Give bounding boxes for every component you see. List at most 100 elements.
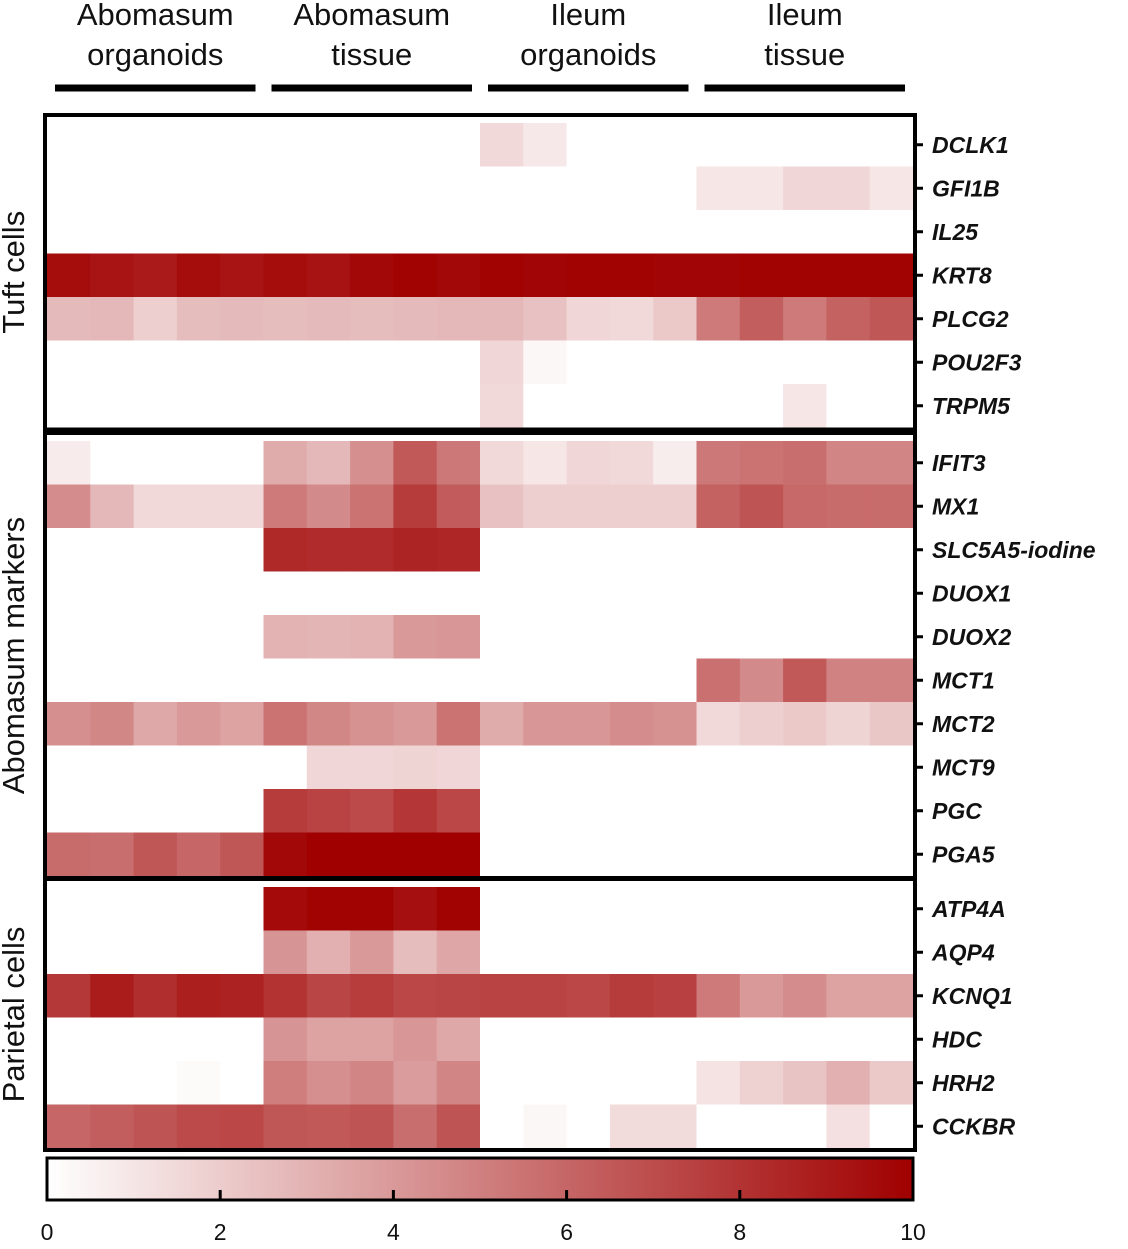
heatmap-cell [739,210,784,254]
heatmap-cell [47,789,91,833]
heatmap-cell [869,745,914,790]
heatmap-cell [739,1017,784,1062]
heatmap-cell [306,297,351,341]
heatmap-cell [739,930,784,975]
heatmap-cell [523,832,567,877]
heatmap-cell [393,615,438,659]
heatmap-cell [220,528,264,572]
heatmap-cell [90,789,134,833]
heatmap-cell [783,615,827,659]
group-header-label: organoids [87,37,223,72]
heatmap-cell [436,974,481,1018]
heatmap-cell [350,1017,394,1062]
heatmap-cell [176,210,221,254]
heatmap-cell [826,658,871,703]
heatmap-cell [436,210,481,254]
heatmap-cell [263,745,308,790]
heatmap-cell [653,571,697,616]
heatmap-cell [350,340,394,385]
gene-label: ATP4A [931,896,1006,922]
heatmap-cell [783,832,827,877]
heatmap-cell [783,123,827,167]
heatmap-cell [176,615,221,659]
heatmap-cell [653,1017,697,1062]
heatmap-cell [653,832,697,877]
heatmap-cell [609,832,654,877]
heatmap-cell [176,832,221,877]
heatmap-cell [90,745,134,790]
heatmap-cell [263,384,308,428]
heatmap-cell [220,745,264,790]
heatmap-cell [436,571,481,616]
heatmap-cell [696,384,741,428]
heatmap-cell [306,384,351,428]
heatmap-cell [826,484,871,529]
heatmap-cell [869,484,914,529]
heatmap-cell [263,615,308,659]
heatmap-cell [523,484,567,529]
heatmap-cell [826,789,871,833]
heatmap-cell [783,974,827,1018]
heatmap-cell [133,789,178,833]
heatmap-cell [566,1104,611,1149]
heatmap-cell [609,340,654,385]
heatmap-cell [133,484,178,529]
heatmap-cell [436,1061,481,1105]
heatmap-cell [783,789,827,833]
heatmap-cell [220,887,264,931]
heatmap-cell [566,702,611,746]
heatmap-cell [480,297,524,341]
colorbar-tick-label: 8 [733,1219,746,1245]
heatmap-cell [393,658,438,703]
heatmap-cell [90,123,134,167]
heatmap-cell [869,789,914,833]
heatmap-cell [350,615,394,659]
heatmap-cell [263,441,308,485]
heatmap-cell [176,1104,221,1149]
heatmap-cell [869,571,914,616]
heatmap-cell [869,930,914,975]
heatmap-cell [176,930,221,975]
heatmap-cell [263,974,308,1018]
heatmap-cell [739,702,784,746]
heatmap-cell [783,484,827,529]
heatmap-cell [176,571,221,616]
heatmap-cell [783,930,827,975]
heatmap-cell [350,702,394,746]
heatmap-cell [566,930,611,975]
heatmap-cell [306,528,351,572]
heatmap-cell [47,297,91,341]
heatmap-cell [90,571,134,616]
heatmap-cell [263,123,308,167]
heatmap-cell [133,340,178,385]
heatmap-cell [739,745,784,790]
heatmap-cell [480,571,524,616]
heatmap-cell [436,441,481,485]
heatmap-cell [869,528,914,572]
heatmap-cell [176,789,221,833]
heatmap-cell [696,166,741,211]
heatmap-cell [220,484,264,529]
heatmap-cell [220,1104,264,1149]
heatmap-cell [696,745,741,790]
heatmap-cell [826,615,871,659]
heatmap-cell [566,571,611,616]
heatmap-cell [306,1061,351,1105]
heatmap-cell [609,384,654,428]
heatmap-cell [306,930,351,975]
heatmap-cell [653,384,697,428]
heatmap-cell [869,441,914,485]
heatmap-cell [393,210,438,254]
heatmap-cell [263,253,308,298]
heatmap-cell [653,974,697,1018]
heatmap-cell [90,930,134,975]
group-header-label: Ileum [767,0,843,32]
heatmap-cell [263,658,308,703]
heatmap-cell [523,658,567,703]
heatmap-cell [220,930,264,975]
heatmap-cell [47,1104,91,1149]
heatmap-cell [47,887,91,931]
heatmap-cell [566,384,611,428]
heatmap-cell [350,571,394,616]
heatmap-cell [133,528,178,572]
